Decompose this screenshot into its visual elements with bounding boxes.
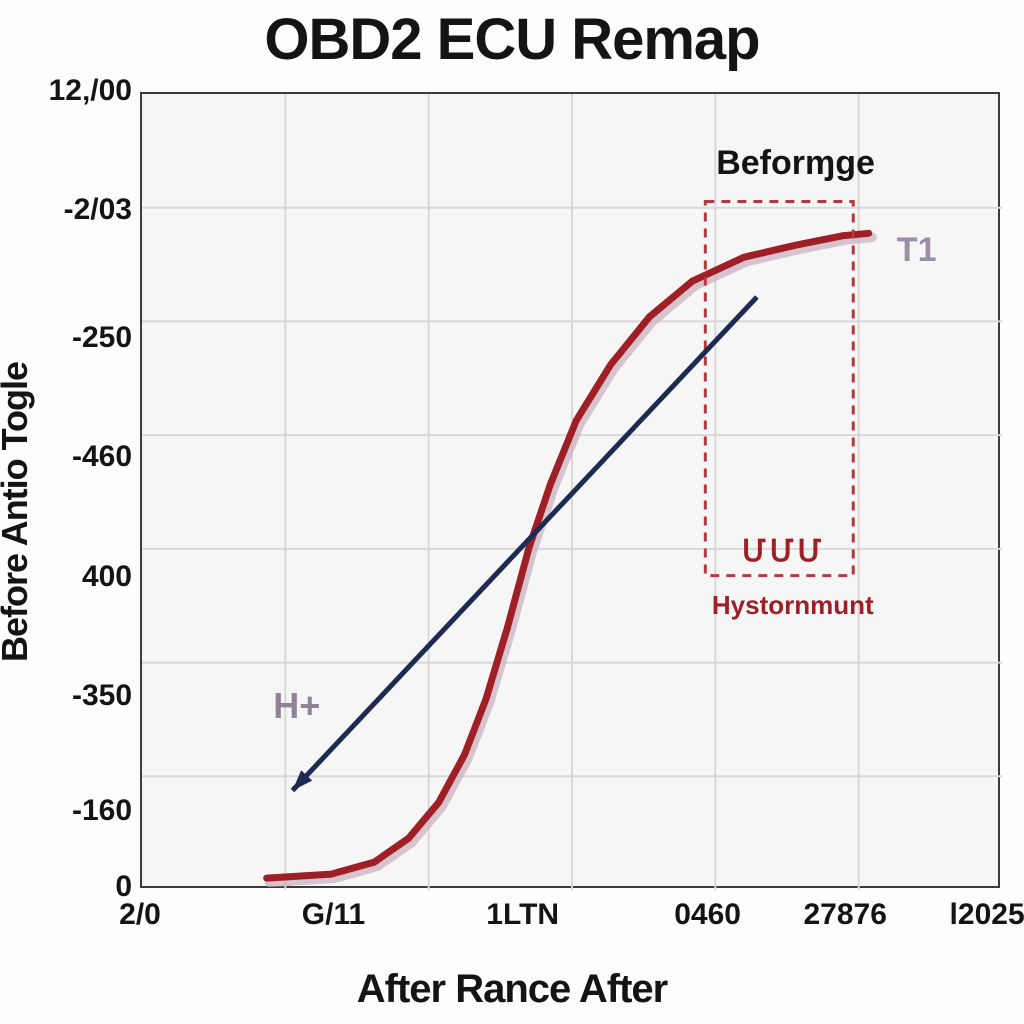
t1-label: T1 (897, 231, 937, 270)
y-tick-label: 12‚/00 (42, 74, 132, 108)
x-tick-label: l2025 (950, 898, 1024, 932)
highlight-caption: Hystornmunt (712, 590, 874, 621)
trend-arrow (293, 297, 757, 791)
chart-page: OBD2 ECU Remap Before Antio Toɡle After … (0, 0, 1024, 1024)
y-tick-label: -250 (42, 321, 132, 355)
plot-svg (142, 94, 1002, 890)
y-axis-label: Before Antio Toɡle (0, 0, 40, 1024)
y-tick-label: -460 (42, 440, 132, 474)
x-tick-label: 2/0 (119, 898, 161, 932)
y-tick-label: -160 (42, 794, 132, 828)
x-axis-label: After Rance After (0, 967, 1024, 1012)
highlight-value: ՄՄՄ (742, 534, 825, 569)
x-tick-label: 1LTN (486, 898, 559, 932)
legend-before-label: Beforɱɡe (716, 144, 875, 183)
x-tick-label: 27876 (803, 898, 886, 932)
y-tick-label: 400 (42, 560, 132, 594)
y-tick-label: -350 (42, 679, 132, 713)
x-tick-label: G/11 (302, 898, 365, 932)
y-tick-label: -2/03 (42, 193, 132, 227)
h-plus-label: H+ (273, 685, 320, 727)
chart-title: OBD2 ECU Remap (0, 6, 1024, 73)
x-tick-label: 0460 (674, 898, 741, 932)
plot-area (140, 92, 1000, 888)
